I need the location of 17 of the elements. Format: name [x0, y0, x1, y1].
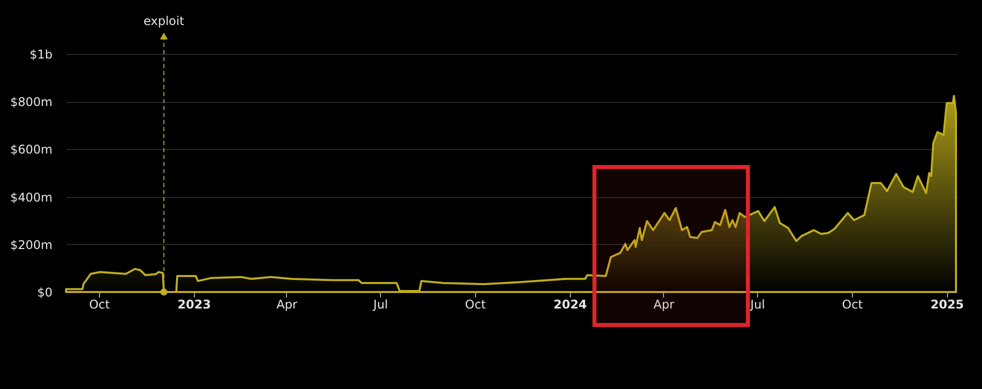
- x-tick-label: 2024: [553, 298, 587, 312]
- x-tick-label: Apr: [276, 298, 298, 312]
- y-tick-label: $800m: [10, 95, 52, 110]
- y-tick-label: $0: [37, 286, 52, 300]
- x-tick-label: Apr: [654, 298, 674, 312]
- x-tick-label: 2023: [178, 298, 211, 312]
- x-tick-label: Oct: [842, 298, 864, 312]
- x-tick-label: Jul: [749, 298, 765, 312]
- y-tick-label: $200m: [10, 238, 52, 252]
- x-tick-label: 2025: [930, 298, 964, 312]
- y-tick-label: $600m: [10, 142, 52, 157]
- x-tick-label: Jul: [372, 298, 388, 312]
- y-tick-label: $1b: [30, 48, 52, 62]
- annotation: exploit: [144, 14, 184, 28]
- x-tick-label: Oct: [89, 298, 110, 312]
- y-tick-label: $400m: [10, 190, 52, 204]
- x-tick-label: Oct: [465, 298, 486, 312]
